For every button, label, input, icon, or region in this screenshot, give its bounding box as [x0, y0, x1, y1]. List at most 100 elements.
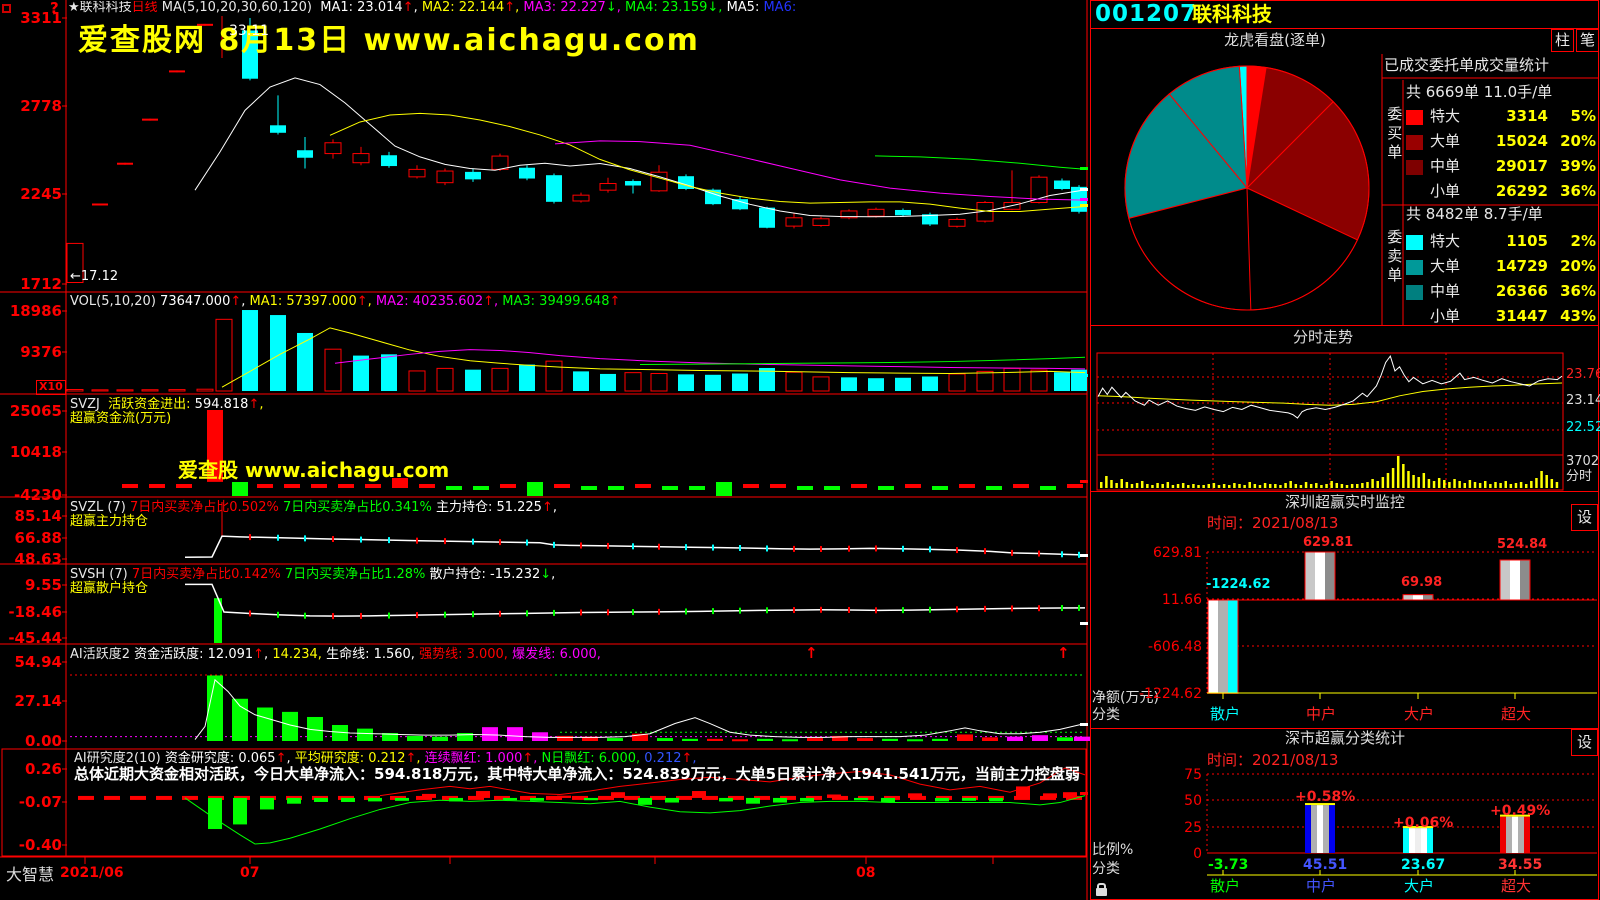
svzj-dash-green [878, 486, 894, 490]
fenshi-vol-bar [1315, 483, 1318, 488]
vol-header: VOL(5,10,20) 73647.000↑, MA1: 57397.000↑… [70, 294, 620, 310]
sell-row-value: 14729 [1495, 257, 1548, 275]
fenshi-vol-bar [1350, 484, 1354, 488]
buy-row-label: 小单 [1430, 182, 1461, 200]
ai2-pane-border [1, 748, 1087, 857]
kline-header-segment: MA4: [624, 1, 662, 15]
svzl-subtitle: 超赢主力持仓 [70, 514, 149, 529]
kline-header-segment: , [718, 1, 727, 15]
edge-marker [1080, 167, 1088, 170]
edge-marker [1080, 204, 1088, 207]
header-segment: SVSH (7) [70, 567, 132, 582]
header-segment: , [367, 294, 376, 309]
vol-bar-down [1054, 372, 1070, 391]
ai2-bar-green [638, 797, 652, 805]
header-segment: 平均研究度: 0.212 [294, 751, 406, 766]
class-bar-stripe [1409, 828, 1415, 853]
vol-bar-up [436, 367, 454, 392]
fenshi-price-line [1097, 354, 1563, 419]
kline-header-segment: 22.227 [560, 1, 606, 15]
help-icon[interactable]: ? [50, 0, 59, 17]
fenshi-vol-bar [1263, 483, 1267, 488]
ai2-green-line [184, 795, 1086, 845]
header-segment: ↑ [253, 647, 265, 662]
axis-label: 1712 [20, 275, 62, 293]
svzj-dash-green [824, 486, 840, 490]
fenshi-vol-bar [1202, 485, 1205, 488]
buy-side-label: 委买单 [1385, 106, 1404, 163]
vol-bar-up [66, 389, 84, 392]
monitor-bar-stripe [1500, 560, 1510, 600]
ai2-bar-green [368, 797, 382, 802]
ai2-bar-green [881, 797, 895, 803]
header-segment: , [551, 567, 556, 582]
ai1-bar [482, 727, 498, 741]
kline-header-segment: 23.159 [661, 1, 708, 15]
fenshi-vol-bar [1151, 485, 1154, 488]
ma-line-magenta [554, 140, 1086, 201]
header-segment: , [494, 294, 503, 309]
candle-up [66, 242, 84, 284]
fenshi-vol-bar [1524, 484, 1528, 488]
signal-arrow-icon: ↑ [805, 644, 818, 662]
candle-up [867, 208, 885, 217]
svzj-bar-red [392, 478, 408, 488]
ai1-bar [407, 735, 423, 741]
fenshi-vol-bar [1555, 482, 1559, 488]
vol-bar-up [650, 373, 668, 392]
fenshi-avg-line [1097, 382, 1563, 406]
monitor-bar-value: 629.81 [1303, 535, 1354, 550]
ma-line-yellow [329, 112, 1086, 212]
ai1-bar [1032, 735, 1048, 741]
kline-header-segment: , [413, 1, 422, 15]
window-icon[interactable] [2, 4, 11, 13]
svzj-dash-red [959, 484, 975, 488]
candle-down [759, 207, 775, 228]
kline-header-segment: MA2: [421, 1, 459, 15]
fenshi-vol-bar [1514, 483, 1518, 488]
bar-view-button[interactable]: 柱 [1551, 29, 1574, 52]
vol-bar-down [759, 367, 775, 391]
candle-down [519, 167, 535, 179]
ai1-bar [1074, 736, 1090, 741]
fenshi-vol-bar [1494, 482, 1497, 488]
header-segment: 594.818 [194, 397, 249, 412]
axis-label: 0.00 [24, 732, 62, 750]
header-segment: MA2: 40235.602 [375, 294, 484, 309]
candle-up [324, 142, 342, 155]
ai1-bar [557, 735, 573, 741]
ai2-bar-green [665, 797, 679, 803]
fenshi-vol-bar [1427, 479, 1431, 488]
header-segment: 生命线: 1.560, [326, 647, 420, 662]
fenshi-vol-bar [1540, 471, 1543, 488]
fenshi-vol-bar [1530, 481, 1533, 488]
intraday-title: 分时走势 [1292, 328, 1353, 346]
monitor-time: 时间：2021/08/13 [1207, 514, 1339, 532]
ai2-zero-dash [728, 795, 744, 800]
pen-view-button[interactable]: 笔 [1576, 29, 1599, 52]
header-segment: MA3: 39499.648 [502, 294, 610, 309]
monitor-bar-value: 524.84 [1497, 537, 1548, 552]
ai2-bar-green [449, 797, 463, 802]
ai2-bar-green [746, 797, 760, 804]
axis-label: 2778 [20, 97, 62, 115]
svzj-dash-red [257, 484, 273, 488]
vol-bar-down [732, 373, 748, 391]
class-ytick: 50 [1184, 793, 1202, 809]
vol-bar-down [465, 369, 481, 391]
fenshi-axis-label: 3702 [1566, 454, 1600, 469]
monitor-settings-button[interactable]: 设 [1571, 504, 1598, 531]
candle-dash [169, 70, 185, 73]
header-segment: ↑ [356, 294, 368, 309]
class-settings-button[interactable]: 设 [1571, 729, 1598, 756]
fenshi-vol-bar [1289, 481, 1292, 488]
ai2-bar-red [557, 795, 571, 798]
fenshi-vol-bar [1171, 485, 1175, 488]
header-segment: ↑ [405, 751, 417, 766]
fenshi-axis-label: 22.52 [1566, 420, 1600, 435]
fenshi-vol-bar [1386, 473, 1390, 488]
ai2-zero-dash [780, 795, 796, 800]
svzj-dash-red [311, 484, 327, 488]
fenshi-vol-bar [1304, 482, 1308, 488]
